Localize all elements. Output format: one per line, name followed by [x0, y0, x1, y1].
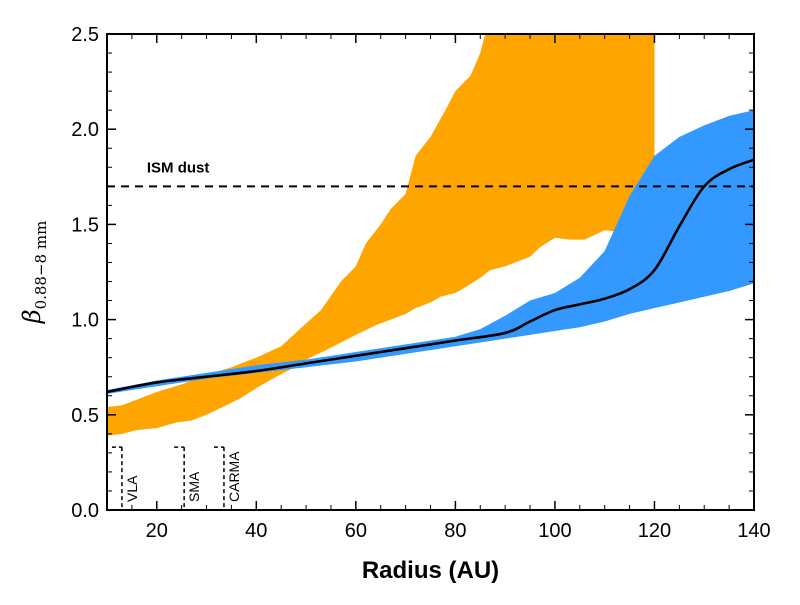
- svg-text:β0.88−8 mm: β0.88−8 mm: [18, 221, 50, 325]
- best-fit-line: [107, 158, 754, 394]
- y-axis-title-symbol: β: [18, 309, 46, 324]
- y-tick-label-4: 2.0: [71, 119, 99, 141]
- y-tick-label-2: 1.0: [71, 310, 99, 332]
- y-axis-title: β0.88−8 mm: [18, 221, 50, 325]
- y-tick-label-1: 0.5: [71, 405, 99, 427]
- plot-area: [107, 34, 754, 436]
- x-tick-label-120: 120: [638, 520, 671, 542]
- beam-label-vla: VLA: [124, 475, 140, 502]
- ism-dust-label: ISM dust: [147, 160, 210, 177]
- x-tick-label-60: 60: [345, 520, 367, 542]
- y-tick-label-5: 2.5: [71, 24, 99, 46]
- beam-label-carma: CARMA: [226, 451, 242, 502]
- x-tick-label-40: 40: [245, 520, 267, 542]
- y-tick-label-3: 1.5: [71, 214, 99, 236]
- x-tick-label-100: 100: [538, 520, 571, 542]
- annotation-layer: ISM dust VLA SMA CARMA: [107, 160, 754, 510]
- y-axis-title-subscript: 0.88−8 mm: [32, 221, 50, 310]
- x-axis-title: Radius (AU): [362, 557, 499, 584]
- blue-uncertainty-band: [107, 110, 754, 394]
- beam-label-sma: SMA: [186, 471, 202, 502]
- orange-uncertainty-band: [107, 34, 655, 436]
- x-tick-label-20: 20: [146, 520, 168, 542]
- tick-layer: 20 40 60 80 100 120 140 0.0 0.5 1.0 1.5 2.0 2.5: [71, 24, 771, 542]
- x-tick-label-140: 140: [737, 520, 770, 542]
- y-tick-label-0: 0.0: [71, 500, 99, 522]
- x-tick-label-80: 80: [444, 520, 466, 542]
